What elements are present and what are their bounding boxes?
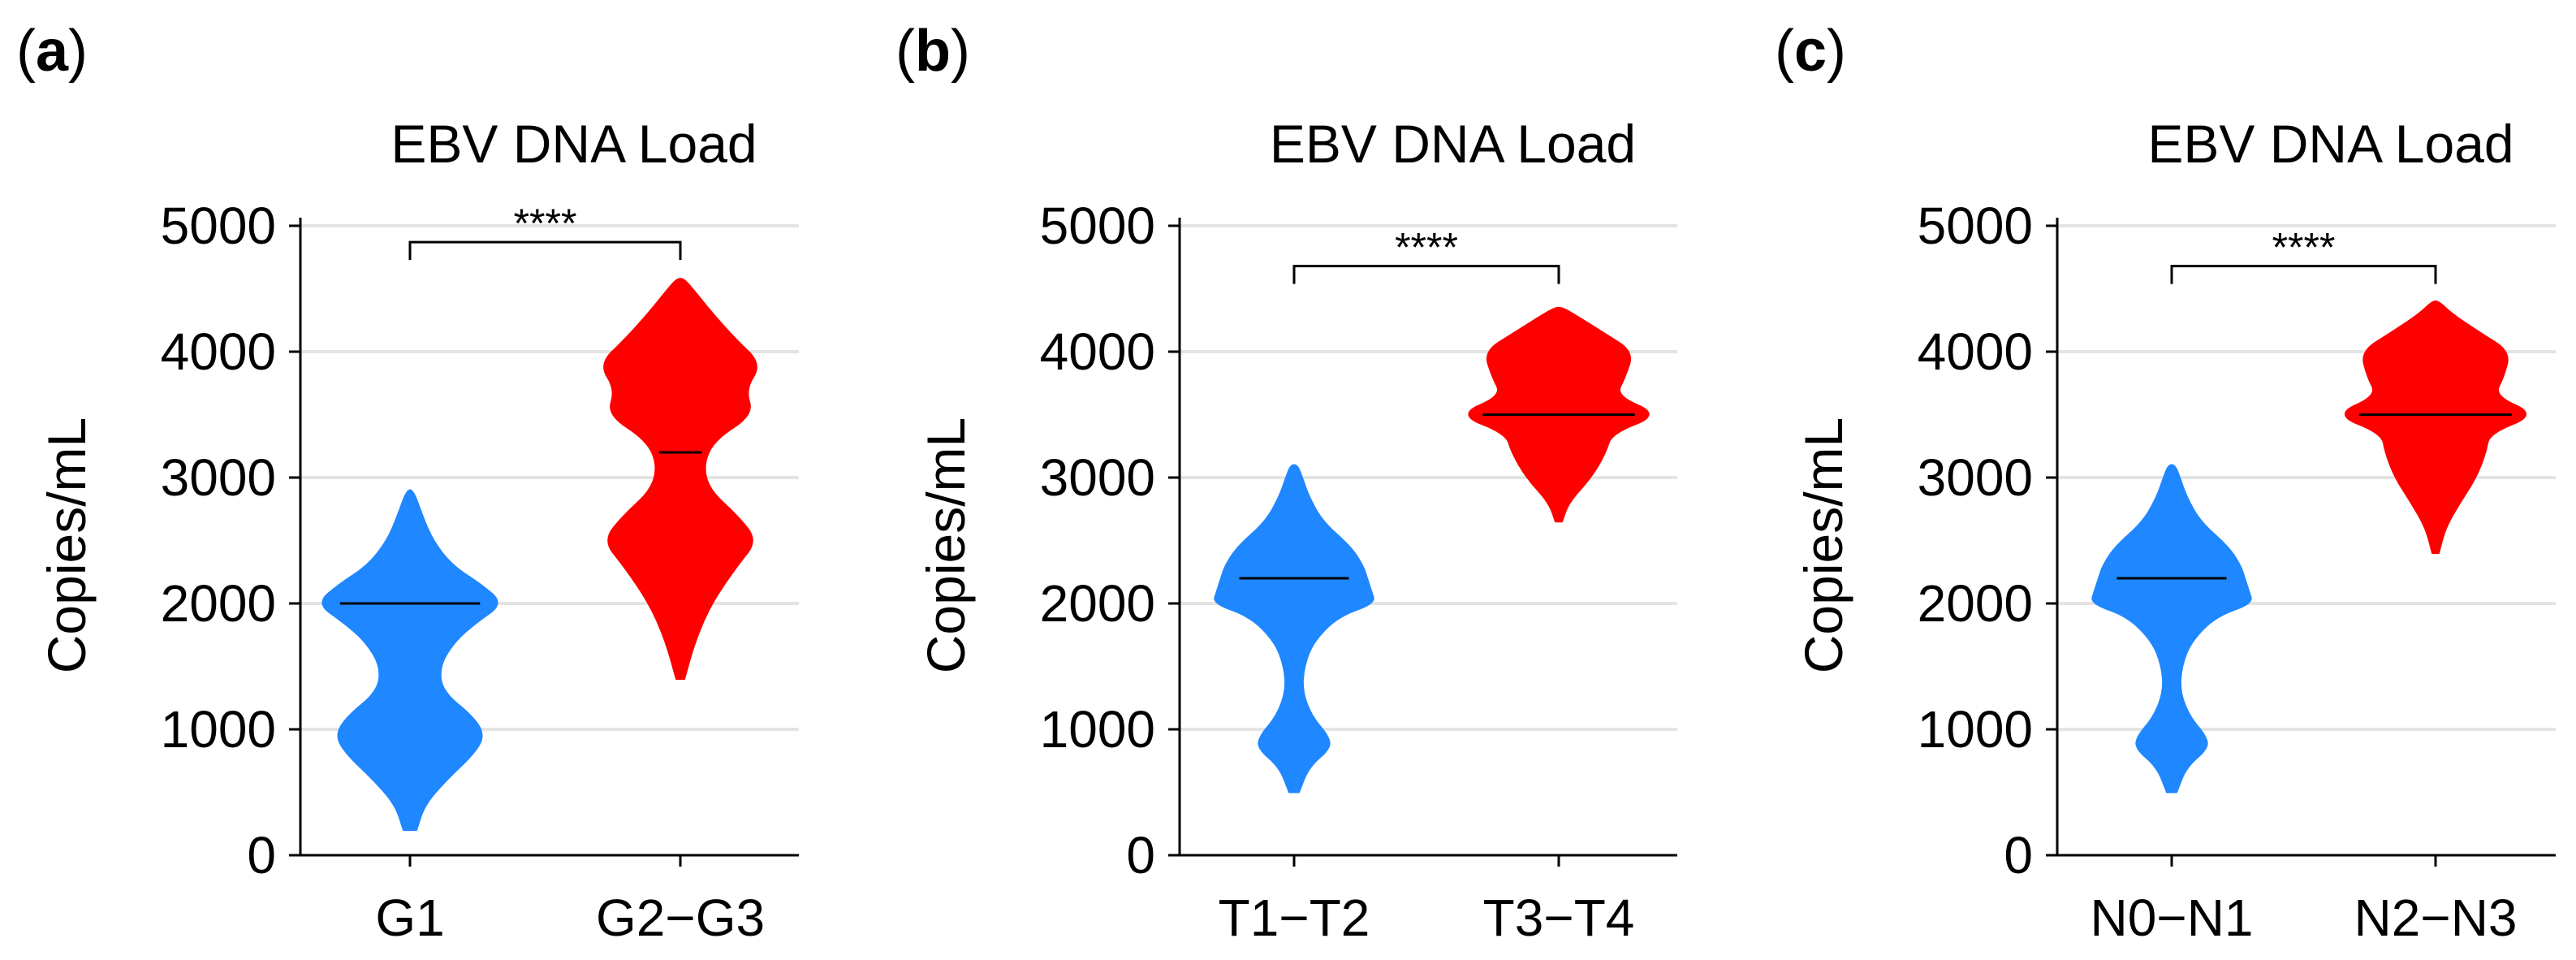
y-tick-label: 1000	[161, 700, 276, 759]
significance-bracket	[1292, 265, 1560, 284]
y-tick-label: 4000	[1040, 322, 1155, 381]
y-tick-label: 4000	[161, 322, 276, 381]
chart-title: EBV DNA Load	[1270, 114, 1636, 174]
y-tick-label: 1000	[1918, 700, 2033, 759]
chart-title: EBV DNA Load	[390, 114, 757, 174]
violin-group1	[321, 489, 498, 831]
y-tick-label: 5000	[161, 197, 276, 255]
panel-c: 0 1000 2000 3000 4000 5000 EBV DNA Load Copies/…	[1793, 114, 2556, 947]
y-axis-label: Copies/mL	[1793, 417, 1853, 673]
significance-stars: ****	[2272, 225, 2336, 270]
y-tick-label: 3000	[1918, 448, 2033, 507]
y-tick-label: 1000	[1040, 700, 1155, 759]
panel-label-b: (b)	[895, 19, 970, 84]
y-tick-label: 5000	[1918, 197, 2033, 255]
violin-group2	[603, 278, 757, 680]
x-tick-label: N2−N3	[2354, 889, 2518, 947]
panel-a: 0 1000 2000 3000 4000 5000 EBV DNA Load Copies/…	[37, 114, 799, 947]
y-tick-label: 3000	[161, 448, 276, 507]
x-tick-label: T3−T4	[1483, 889, 1635, 947]
y-tick-label: 4000	[1918, 322, 2033, 381]
y-tick-label: 2000	[161, 574, 276, 633]
violin-group1	[2091, 464, 2252, 794]
y-tick-label: 3000	[1040, 448, 1155, 507]
y-tick-label: 2000	[1040, 574, 1155, 633]
violin-group2	[2345, 301, 2526, 554]
panel-label-a: (a)	[16, 19, 88, 84]
violin-group1	[1214, 464, 1374, 794]
significance-bracket	[408, 240, 682, 261]
y-tick-label: 2000	[1918, 574, 2033, 633]
panel-label-c: (c)	[1775, 19, 1847, 84]
significance-stars: ****	[1395, 225, 1458, 270]
chart-title: EBV DNA Load	[2147, 114, 2513, 174]
significance-stars: ****	[514, 201, 577, 246]
x-tick-label: G2−G3	[596, 889, 765, 947]
x-tick-label: T1−T2	[1219, 889, 1370, 947]
x-tick-label: N0−N1	[2091, 889, 2254, 947]
significance-bracket	[2170, 265, 2437, 284]
y-tick-label: 0	[2004, 826, 2033, 884]
x-tick-label: G1	[375, 889, 444, 947]
y-axis-label: Copies/mL	[37, 417, 97, 673]
panel-b: 0 1000 2000 3000 4000 5000 EBV DNA Load Copies/…	[916, 114, 1677, 947]
y-axis-label: Copies/mL	[916, 417, 976, 673]
y-tick-label: 0	[247, 826, 276, 884]
y-tick-label: 5000	[1040, 197, 1155, 255]
y-tick-label: 0	[1126, 826, 1155, 884]
